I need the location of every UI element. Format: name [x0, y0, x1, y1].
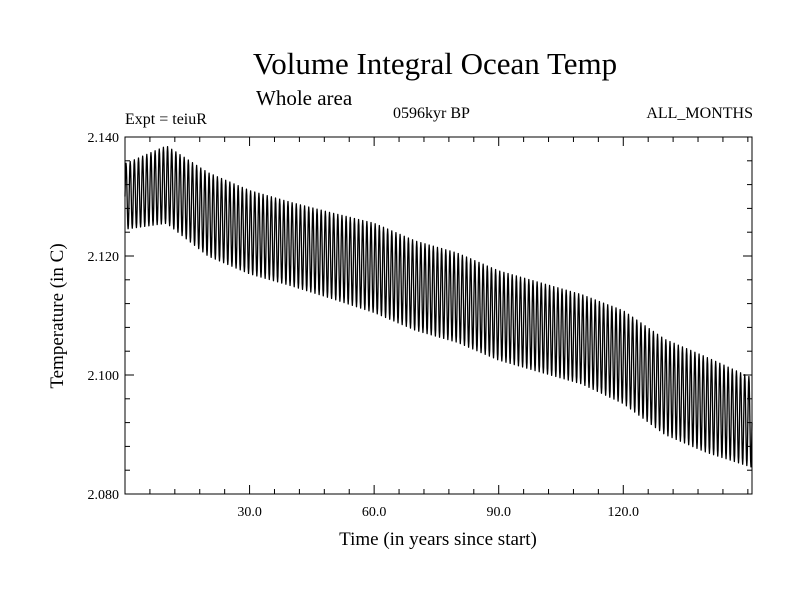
y-tick-label: 2.100 — [88, 369, 120, 384]
chart-subtitle: Whole area — [256, 86, 353, 110]
y-tick-label: 2.120 — [88, 250, 120, 265]
y-axis-label: Temperature (in C) — [47, 243, 68, 388]
chart-title: Volume Integral Ocean Temp — [252, 46, 618, 81]
x-tick-label: 30.0 — [237, 505, 262, 520]
series-group — [124, 145, 753, 468]
plot-frame — [124, 136, 753, 495]
period-label: 0596kyr BP — [393, 105, 470, 122]
experiment-label: Expt = teiuR — [125, 111, 207, 128]
x-tick-label: 60.0 — [362, 505, 387, 520]
y-tick-label: 2.140 — [88, 131, 120, 146]
y-tick-label: 2.080 — [88, 488, 120, 503]
months-label: ALL_MONTHS — [646, 105, 753, 122]
x-axis-label: Time (in years since start) — [339, 529, 537, 550]
axis-ticks: 30.0 60.0 90.0 120.0 2.080 2.100 2.120 2.140 — [88, 131, 752, 520]
series-line — [124, 145, 753, 468]
x-tick-label: 120.0 — [608, 505, 640, 520]
axis-labels: Time (in years since start) Temperature … — [47, 243, 537, 550]
x-tick-label: 90.0 — [486, 505, 511, 520]
